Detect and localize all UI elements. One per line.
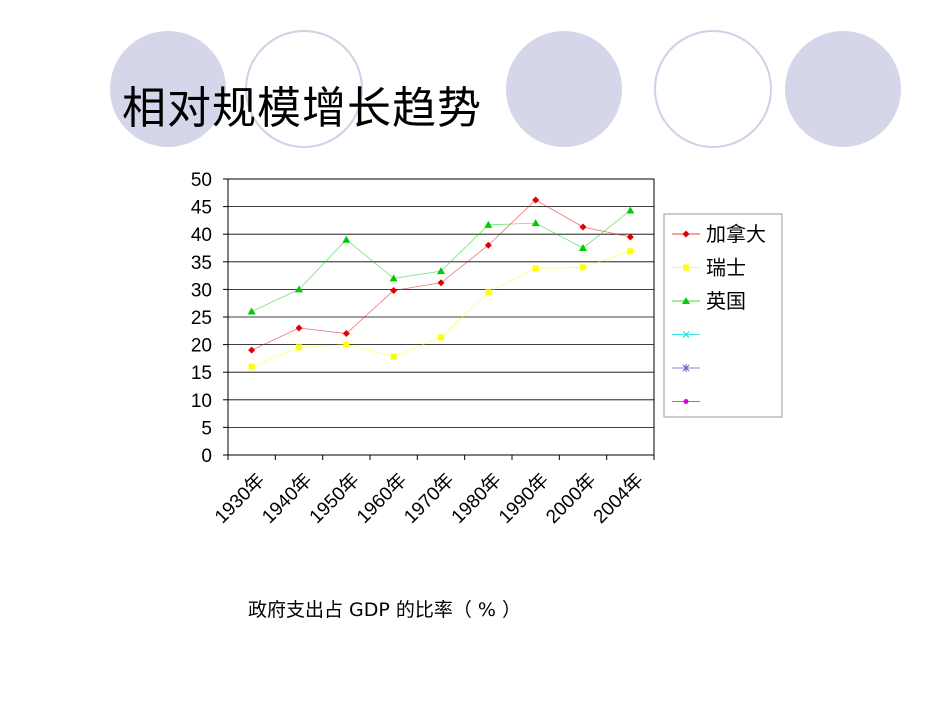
data-point (532, 196, 540, 204)
legend (663, 213, 783, 418)
y-tick-label: 10 (191, 391, 212, 412)
legend-label: 加拿大 (706, 222, 766, 246)
data-point (485, 289, 492, 296)
y-tick-label: 15 (191, 363, 212, 384)
decor-circle-3 (506, 31, 622, 147)
data-point (627, 248, 634, 255)
data-point (626, 233, 634, 241)
data-point (296, 344, 302, 351)
data-point (248, 363, 255, 370)
decor-circle-5 (785, 31, 901, 147)
y-tick-label: 35 (191, 253, 212, 274)
data-point (532, 265, 539, 272)
legend-marker (682, 297, 690, 304)
x-tick-label: 1950年 (305, 469, 364, 528)
data-point (342, 235, 351, 243)
data-point (579, 244, 587, 251)
x-tick-label: 2004年 (589, 469, 648, 528)
data-point (342, 330, 350, 338)
x-tick-label: 1970年 (400, 469, 459, 528)
legend-marker (682, 364, 690, 372)
data-point (248, 346, 256, 354)
data-point (437, 267, 445, 275)
data-point (579, 223, 587, 231)
y-tick-label: 0 (201, 446, 212, 467)
x-tick-label: 1930年 (210, 469, 269, 528)
data-point (438, 334, 444, 341)
data-point (437, 279, 445, 287)
y-tick-label: 5 (201, 418, 212, 439)
chart-caption: 政府支出占 GDP 的比率（ % ） (248, 599, 522, 621)
legend-marker (683, 399, 689, 404)
y-tick-label: 45 (191, 198, 212, 219)
y-tick-label: 50 (191, 170, 212, 191)
data-point (484, 220, 493, 228)
x-tick-label: 1990年 (494, 469, 553, 528)
data-point (484, 241, 492, 249)
decor-circle-4 (654, 30, 772, 148)
x-tick-label: 1980年 (447, 469, 506, 528)
data-point (580, 264, 586, 271)
y-tick-label: 20 (191, 336, 212, 357)
decor-circle-1 (110, 31, 226, 147)
decor-circle-2 (245, 30, 363, 148)
data-point (247, 307, 256, 315)
legend-marker (682, 331, 690, 338)
legend-marker (683, 264, 689, 271)
data-point (295, 324, 303, 332)
x-tick-label: 1960年 (352, 469, 411, 528)
data-point (390, 287, 398, 295)
data-point (295, 285, 303, 293)
x-tick-label: 2000年 (542, 469, 601, 528)
data-point (390, 353, 397, 360)
slide-title: 相对规模增长趋势 (122, 83, 482, 134)
y-tick-label: 30 (191, 280, 212, 301)
y-tick-label: 40 (191, 225, 212, 246)
data-point (343, 341, 350, 348)
data-point (389, 274, 398, 282)
x-tick-label: 1940年 (258, 469, 317, 528)
legend-label: 瑞士 (706, 257, 746, 280)
legend-marker (682, 230, 690, 238)
y-tick-label: 25 (191, 308, 212, 329)
legend-label: 英国 (706, 290, 746, 313)
data-point (626, 206, 635, 214)
data-point (531, 219, 540, 227)
